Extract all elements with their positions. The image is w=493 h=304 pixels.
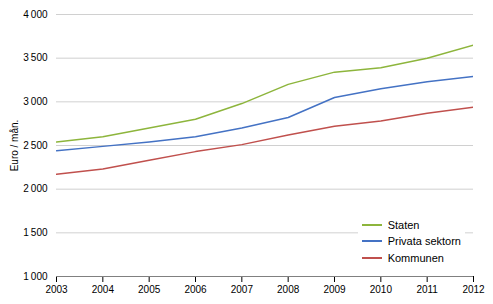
svg-text:2 500: 2 500 <box>23 140 48 151</box>
svg-text:2003: 2003 <box>45 284 68 295</box>
svg-text:3 000: 3 000 <box>23 96 48 107</box>
svg-text:1 500: 1 500 <box>23 227 48 238</box>
html-text:Privata sektorn: Privata sektorn <box>387 235 461 247</box>
svg-text:Euro / mån.: Euro / mån. <box>9 120 20 172</box>
svg-text:4 000: 4 000 <box>23 9 48 20</box>
svg-text:2004: 2004 <box>92 284 115 295</box>
svg-text:2010: 2010 <box>370 284 393 295</box>
svg-text:1 000: 1 000 <box>23 271 48 282</box>
svg-text:2007: 2007 <box>231 284 254 295</box>
svg-text:2011: 2011 <box>416 284 438 295</box>
svg-text:2 000: 2 000 <box>23 183 48 194</box>
html-text:Staten: Staten <box>387 218 420 231</box>
svg-text:2009: 2009 <box>323 284 346 295</box>
svg-text:2008: 2008 <box>277 284 300 295</box>
svg-text:2012: 2012 <box>462 284 485 295</box>
svg-text:2006: 2006 <box>184 284 207 295</box>
html-text:Kommunen: Kommunen <box>387 251 444 264</box>
svg-text:3 500: 3 500 <box>23 52 48 63</box>
svg-text:2005: 2005 <box>138 284 161 295</box>
